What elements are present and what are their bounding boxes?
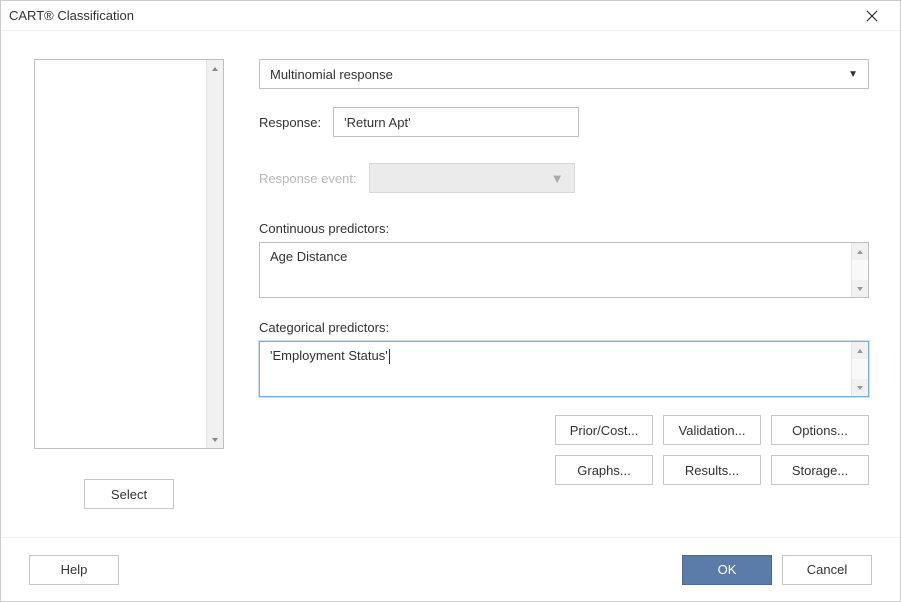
listbox-scrollbar[interactable] (206, 60, 223, 448)
chevron-down-icon (856, 384, 864, 392)
left-column: Select (29, 59, 229, 527)
dialog-body: Select Multinomial response ▼ Response: … (1, 31, 900, 537)
continuous-predictors-input[interactable]: Age Distance (259, 242, 869, 298)
response-input[interactable]: 'Return Apt' (333, 107, 579, 137)
options-button[interactable]: Options... (771, 415, 869, 445)
select-button[interactable]: Select (84, 479, 174, 509)
storage-button[interactable]: Storage... (771, 455, 869, 485)
right-column: Multinomial response ▼ Response: 'Return… (259, 59, 872, 527)
chevron-down-icon: ▼ (848, 60, 858, 88)
cancel-button[interactable]: Cancel (782, 555, 872, 585)
response-event-dropdown: ▼ (369, 163, 575, 193)
ok-button[interactable]: OK (682, 555, 772, 585)
categorical-predictors-value: 'Employment Status' (270, 348, 388, 363)
scroll-up-button[interactable] (207, 60, 223, 77)
graphs-button[interactable]: Graphs... (555, 455, 653, 485)
response-type-dropdown[interactable]: Multinomial response ▼ (259, 59, 869, 89)
chevron-down-icon (211, 436, 219, 444)
results-button[interactable]: Results... (663, 455, 761, 485)
dialog-window: CART® Classification Select (0, 0, 901, 602)
textarea-scrollbar[interactable] (851, 342, 868, 396)
window-title: CART® Classification (9, 8, 134, 23)
help-button[interactable]: Help (29, 555, 119, 585)
prior-cost-button[interactable]: Prior/Cost... (555, 415, 653, 445)
chevron-down-icon (856, 285, 864, 293)
chevron-up-icon (856, 347, 864, 355)
categorical-predictors-input[interactable]: 'Employment Status' (259, 341, 869, 397)
scroll-down-button[interactable] (852, 379, 868, 396)
chevron-down-icon: ▼ (551, 171, 564, 186)
continuous-predictors-label: Continuous predictors: (259, 221, 872, 236)
chevron-up-icon (856, 248, 864, 256)
categorical-predictors-label: Categorical predictors: (259, 320, 872, 335)
validation-button[interactable]: Validation... (663, 415, 761, 445)
variable-listbox[interactable] (34, 59, 224, 449)
scroll-up-button[interactable] (852, 342, 868, 359)
close-button[interactable] (852, 2, 892, 30)
response-label: Response: (259, 115, 321, 130)
response-value: 'Return Apt' (344, 115, 410, 130)
textarea-scrollbar[interactable] (851, 243, 868, 297)
dialog-footer: Help OK Cancel (1, 537, 900, 601)
response-event-label: Response event: (259, 171, 357, 186)
close-icon (866, 10, 878, 22)
scroll-down-button[interactable] (207, 431, 223, 448)
scroll-down-button[interactable] (852, 280, 868, 297)
titlebar: CART® Classification (1, 1, 900, 31)
options-button-grid: Prior/Cost... Validation... Options... G… (259, 415, 869, 485)
continuous-predictors-value: Age Distance (270, 249, 347, 264)
chevron-up-icon (211, 65, 219, 73)
text-cursor (389, 349, 390, 364)
response-type-value: Multinomial response (270, 67, 393, 82)
scroll-up-button[interactable] (852, 243, 868, 260)
